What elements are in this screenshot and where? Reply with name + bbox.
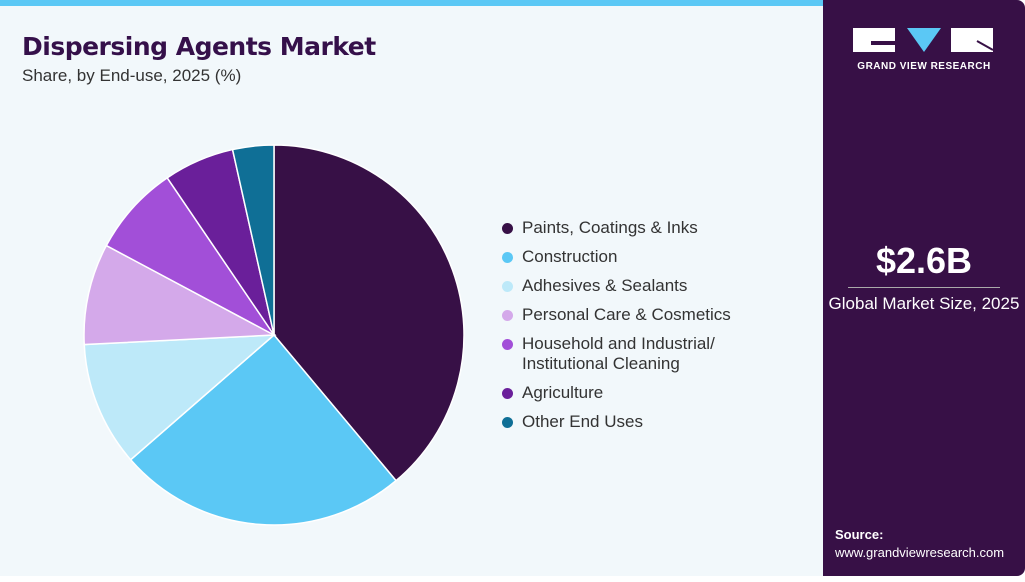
divider: [848, 287, 1000, 288]
source-label: Source:: [835, 527, 884, 542]
legend-label: Personal Care & Cosmetics: [522, 305, 731, 324]
legend-item: Adhesives & Sealants: [502, 276, 742, 296]
sidebar: GRAND VIEW RESEARCH $2.6B Global Market …: [823, 0, 1025, 576]
legend-label: Construction: [522, 247, 618, 266]
legend-marker: [502, 388, 513, 399]
logo-text: GRAND VIEW RESEARCH: [857, 61, 991, 72]
pie-slice: [231, 144, 275, 336]
legend-label: Paints, Coatings & Inks: [522, 218, 698, 237]
chart-panel: Dispersing Agents Market Share, by End-u…: [0, 0, 823, 576]
pie-slice: [105, 176, 275, 336]
market-label: Global Market Size, 2025: [828, 294, 1020, 313]
legend: Paints, Coatings & Inks Construction Adhes…: [502, 218, 742, 441]
legend-label: Agriculture: [522, 383, 604, 402]
legend-marker: [502, 223, 513, 234]
legend-marker: [502, 281, 513, 292]
legend-marker: [502, 252, 513, 263]
chart-subtitle: Share, by End-use, 2025 (%): [22, 66, 242, 85]
pie-slice: [129, 333, 398, 526]
pie-slice: [273, 144, 465, 482]
legend-label: Adhesives & Sealants: [522, 276, 688, 295]
legend-item: Personal Care & Cosmetics: [502, 305, 742, 325]
legend-item: Other End Uses: [502, 412, 742, 432]
pie-slice: [83, 244, 277, 346]
market-size: $2.6B: [875, 240, 973, 281]
legend-marker: [502, 339, 513, 350]
pie-chart: [83, 144, 465, 526]
legend-label: Household and Industrial/ Institutional …: [522, 334, 715, 373]
source: Source: www.grandviewresearch.com: [835, 526, 1004, 562]
legend-item: Construction: [502, 247, 742, 267]
legend-marker: [502, 417, 513, 428]
source-url[interactable]: www.grandviewresearch.com: [835, 545, 1005, 560]
legend-label: Other End Uses: [522, 412, 643, 431]
legend-item: Paints, Coatings & Inks: [502, 218, 742, 238]
legend-item: Agriculture: [502, 383, 742, 403]
legend-item: Household and Industrial/ Institutional …: [502, 334, 742, 374]
gvr-logo: [853, 28, 994, 52]
chart-title: Dispersing Agents Market: [22, 32, 376, 61]
legend-marker: [502, 310, 513, 321]
pie-slice: [83, 334, 277, 461]
